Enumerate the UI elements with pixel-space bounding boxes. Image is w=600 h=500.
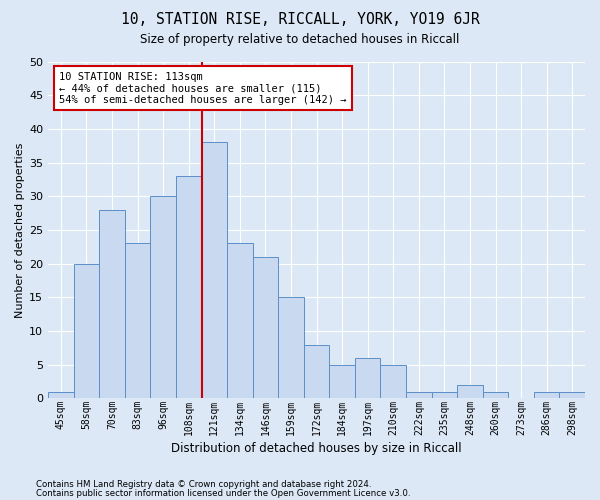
Bar (355, 358, 380, 399)
Bar (406, 392, 431, 398)
Bar (227, 244, 253, 398)
Text: Contains HM Land Registry data © Crown copyright and database right 2024.: Contains HM Land Registry data © Crown c… (36, 480, 371, 489)
X-axis label: Distribution of detached houses by size in Riccall: Distribution of detached houses by size … (171, 442, 462, 455)
Bar (278, 298, 304, 398)
Bar (483, 392, 508, 398)
Text: 10 STATION RISE: 113sqm
← 44% of detached houses are smaller (115)
54% of semi-d: 10 STATION RISE: 113sqm ← 44% of detache… (59, 72, 346, 105)
Bar (534, 392, 559, 398)
Bar (125, 244, 151, 398)
Bar (48, 392, 74, 398)
Bar (253, 257, 278, 398)
Bar (151, 196, 176, 398)
Bar (304, 344, 329, 399)
Bar (202, 142, 227, 398)
Text: 10, STATION RISE, RICCALL, YORK, YO19 6JR: 10, STATION RISE, RICCALL, YORK, YO19 6J… (121, 12, 479, 28)
Text: Contains public sector information licensed under the Open Government Licence v3: Contains public sector information licen… (36, 489, 410, 498)
Bar (559, 392, 585, 398)
Bar (380, 364, 406, 398)
Bar (457, 385, 483, 398)
Text: Size of property relative to detached houses in Riccall: Size of property relative to detached ho… (140, 32, 460, 46)
Bar (329, 364, 355, 398)
Bar (176, 176, 202, 398)
Y-axis label: Number of detached properties: Number of detached properties (15, 142, 25, 318)
Bar (431, 392, 457, 398)
Bar (99, 210, 125, 398)
Bar (74, 264, 99, 398)
